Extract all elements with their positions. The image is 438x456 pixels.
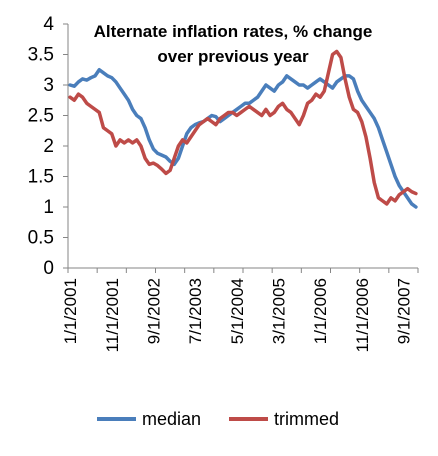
x-tick-label: 7/1/2003 [186,278,205,344]
x-tick-label: 1/1/2006 [311,278,330,344]
x-tick-label: 3/1/2005 [269,278,288,344]
y-tick-label: 1 [43,197,54,218]
y-tick-label: 2 [43,136,54,157]
series-line-trimmed [68,49,418,206]
chart-title-line-2: over previous year [157,47,309,66]
x-tick-label: 1/1/2001 [61,278,80,344]
y-tick-label: 0.5 [28,228,54,249]
y-tick-label: 2.5 [28,106,54,127]
legend-label-trimmed: trimmed [274,409,339,429]
axis-layer: 0 0.5 1 1.5 2 2.5 3 3.5 4 1/1/2001 11/1/2001 9/1/20… [28,14,438,352]
series-line-median [68,68,418,209]
legend: median trimmed [97,409,339,429]
x-tick-label: 7/1/2008 [436,278,438,344]
y-tick-label: 4 [43,14,54,35]
series-layer [68,49,418,209]
y-tick-label: 1.5 [28,167,54,188]
y-tick-label: 0 [43,258,54,279]
x-tick-label: 5/1/2004 [228,278,247,344]
chart-title: Alternate inflation rates, % change over… [94,22,373,66]
y-tick-label: 3 [43,75,54,96]
chart-title-line-1: Alternate inflation rates, % change [94,22,373,41]
x-tick-label: 9/1/2002 [144,278,163,344]
y-tick-label: 3.5 [28,45,54,66]
x-tick-label: 9/1/2007 [394,278,413,344]
legend-label-median: median [142,409,201,429]
x-tick-label: 11/1/2006 [353,278,372,352]
x-tick-label: 11/1/2001 [103,278,122,352]
